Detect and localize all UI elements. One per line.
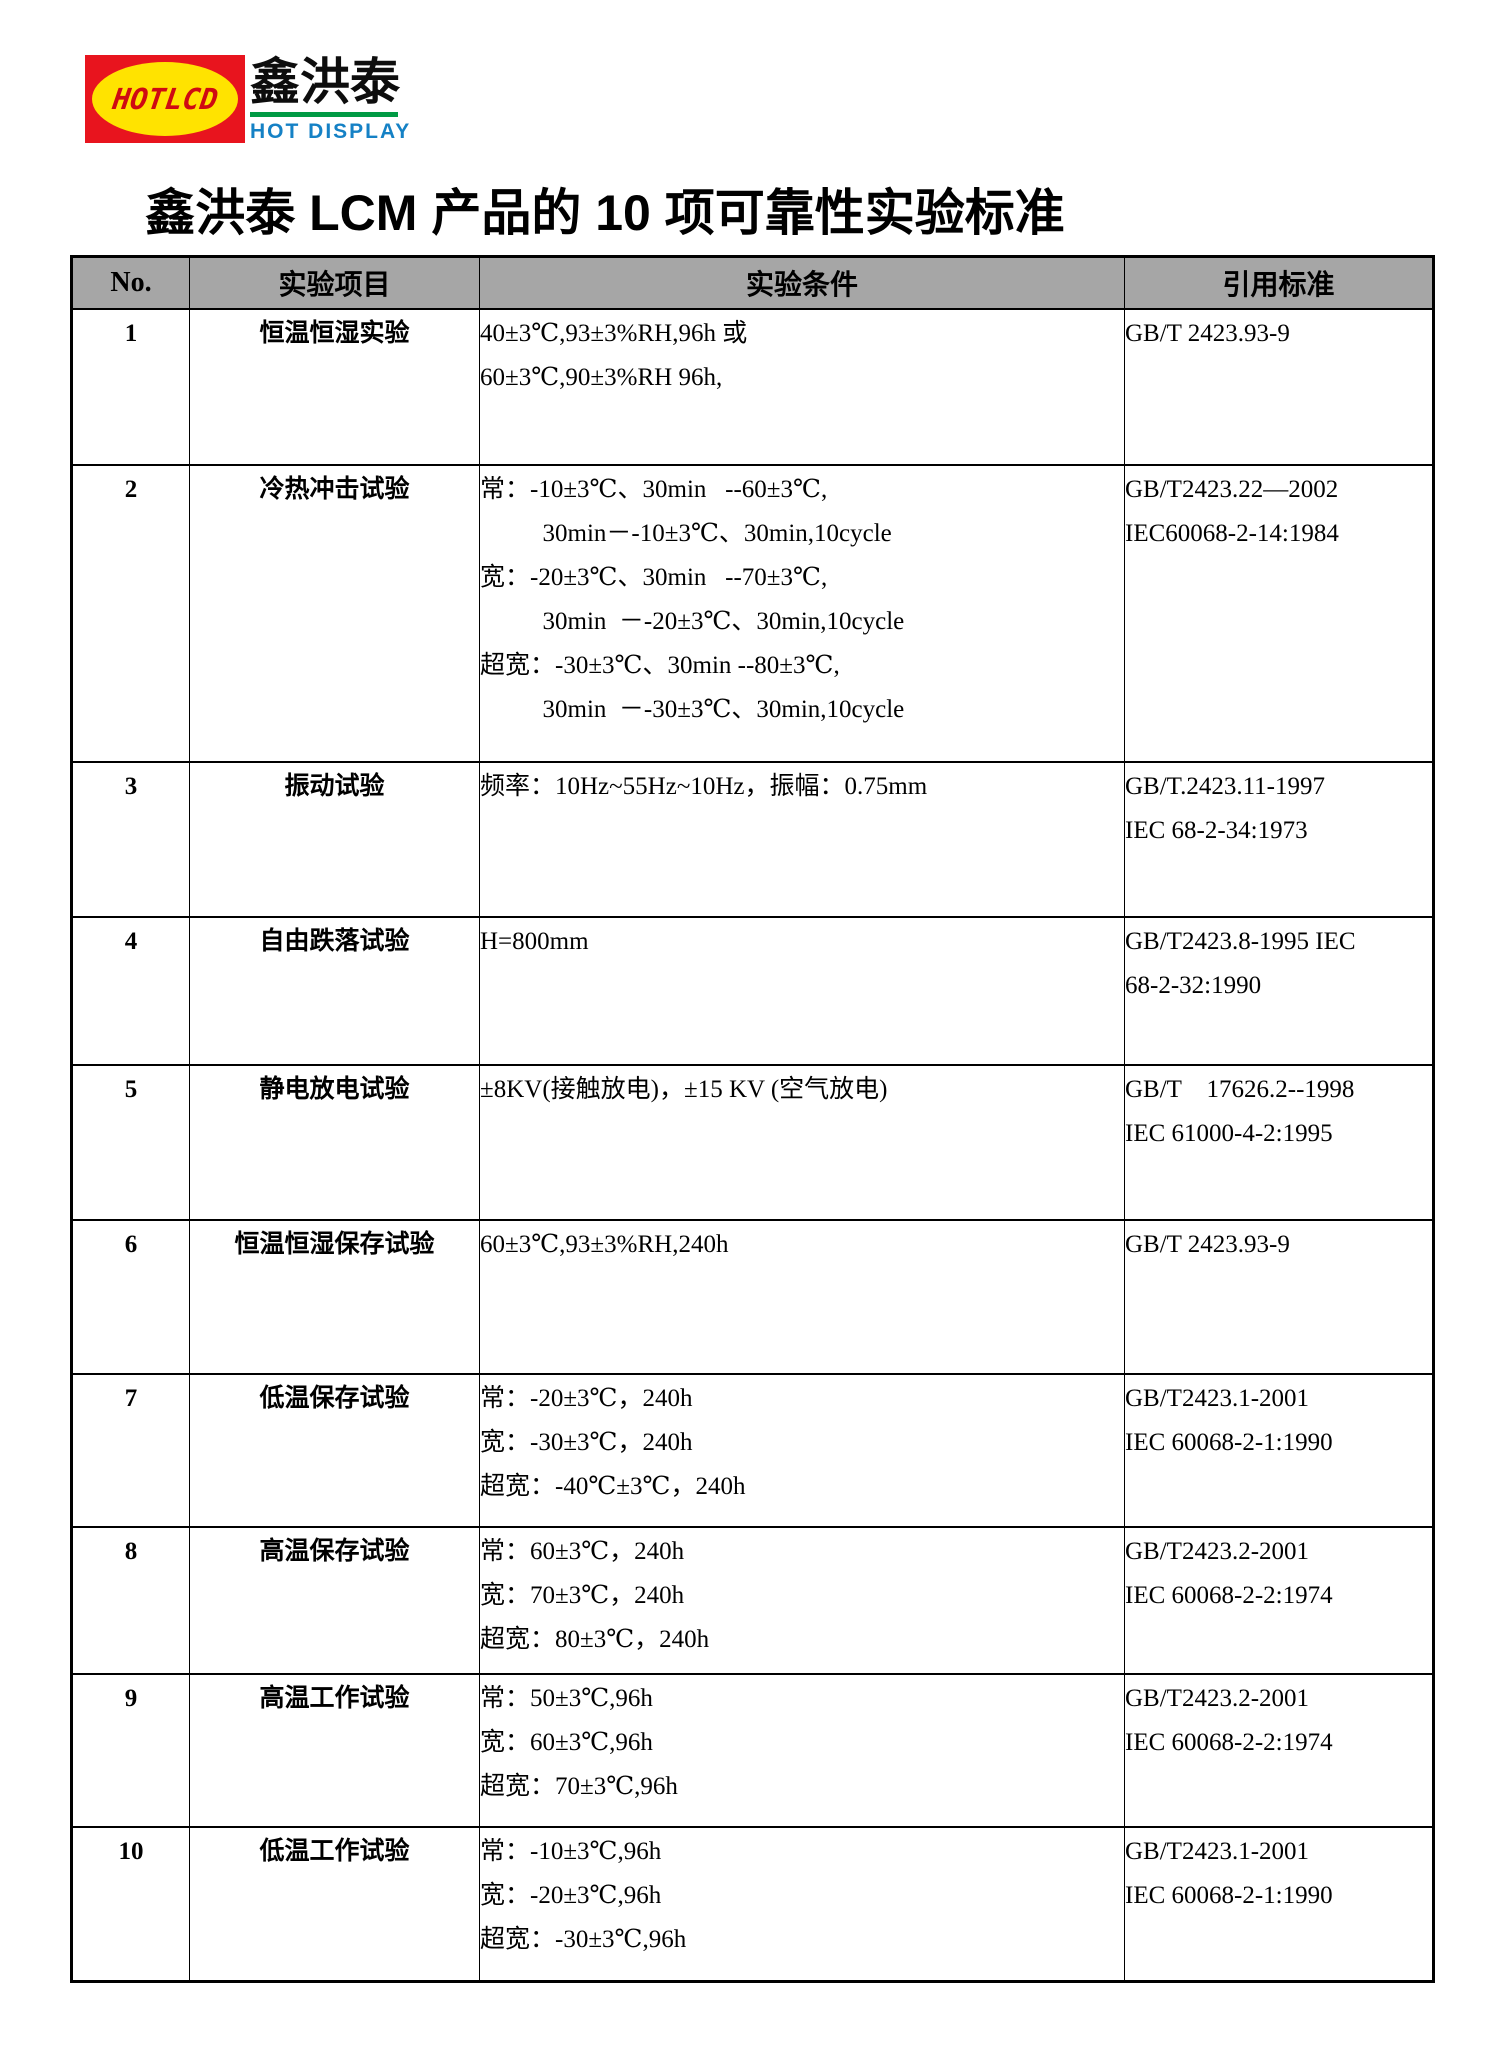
row-number: 6 [71,1218,190,1375]
table-row: 3 振动试验 频率：10Hz~55Hz~10Hz，振幅：0.75mm GB/T.242… [71,760,1434,918]
table-row: 5 静电放电试验 ±8KV(接触放电)，±15 KV (空气放电) GB/T 1762… [71,1063,1434,1221]
table-header-row: No. 实验项目 实验条件 引用标准 [71,255,1434,310]
test-item: 静电放电试验 [189,1063,480,1221]
test-conditions: 常：50±3℃,96h 宽：60±3℃,96h 超宽：70±3℃,96h [479,1672,1125,1828]
row-number: 3 [71,760,190,918]
test-conditions: 40±3℃,93±3%RH,96h 或 60±3℃,90±3%RH 96h, [479,307,1125,466]
col-header-test-item: 实验项目 [189,255,480,310]
test-item: 低温工作试验 [189,1825,480,1983]
test-item: 高温保存试验 [189,1525,480,1675]
test-conditions: 60±3℃,93±3%RH,240h [479,1218,1125,1375]
document-title: 鑫洪泰 LCM 产品的 10 项可靠性实验标准 [145,185,1065,241]
test-conditions: 常：-10±3℃,96h 宽：-20±3℃,96h 超宽：-30±3℃,96h [479,1825,1125,1983]
row-number: 9 [71,1672,190,1828]
test-conditions: 常：-20±3℃，240h 宽：-30±3℃，240h 超宽：-40℃±3℃，2… [479,1372,1125,1528]
reference-standards: GB/T.2423.11-1997 IEC 68-2-34:1973 [1124,760,1434,918]
company-name-chinese: 鑫洪泰 [250,54,400,110]
reference-standards: GB/T2423.1-2001 IEC 60068-2-1:1990 [1124,1372,1434,1528]
test-conditions: 常：60±3℃，240h 宽：70±3℃，240h 超宽：80±3℃，240h [479,1525,1125,1675]
row-number: 1 [71,307,190,466]
col-header-no: No. [71,255,190,310]
table-row: 9 高温工作试验 常：50±3℃,96h 宽：60±3℃,96h 超宽：70±3℃,… [71,1672,1434,1828]
reference-standards: GB/T 2423.93-9 [1124,307,1434,466]
hotlcd-logo-text: HOTLCD [110,82,220,116]
table-row: 8 高温保存试验 常：60±3℃，240h 宽：70±3℃，240h 超宽：80±3… [71,1525,1434,1675]
reference-standards: GB/T2423.1-2001 IEC 60068-2-1:1990 [1124,1825,1434,1983]
test-item: 振动试验 [189,760,480,918]
test-conditions: 频率：10Hz~55Hz~10Hz，振幅：0.75mm [479,760,1125,918]
test-item: 低温保存试验 [189,1372,480,1528]
reference-standards: GB/T2423.22—2002 IEC60068-2-14:1984 [1124,463,1434,763]
test-conditions: 常：-10±3℃、30min --60±3℃, 30min－-10±3℃、30m… [479,463,1125,763]
table-row: 7 低温保存试验 常：-20±3℃，240h 宽：-30±3℃，240h 超宽：-4… [71,1372,1434,1528]
col-header-reference-standard: 引用标准 [1124,255,1434,310]
row-number: 7 [71,1372,190,1528]
reference-standards: GB/T2423.2-2001 IEC 60068-2-2:1974 [1124,1672,1434,1828]
table-row: 6 恒温恒湿保存试验 60±3℃,93±3%RH,240h GB/T 2423.93-… [71,1218,1434,1375]
company-logo: HOTLCD 鑫洪泰 HOT DISPLAY [85,54,412,145]
company-name-english: HOT DISPLAY [250,120,412,143]
test-item: 冷热冲击试验 [189,463,480,763]
logo-wordmark: 鑫洪泰 HOT DISPLAY [250,54,412,144]
table-row: 2 冷热冲击试验 常：-10±3℃、30min --60±3℃, 30min－-10… [71,463,1434,763]
reference-standards: GB/T2423.8-1995 IEC 68-2-32:1990 [1124,915,1434,1066]
hotlcd-logo-badge: HOTLCD [85,55,245,143]
hotlcd-logo-ellipse: HOTLCD [92,62,238,136]
row-number: 5 [71,1063,190,1221]
row-number: 4 [71,915,190,1066]
reliability-test-table: No. 实验项目 实验条件 引用标准 1 恒温恒湿实验 40±3℃,93±3%RH,… [70,255,1435,1983]
test-conditions: ±8KV(接触放电)，±15 KV (空气放电) [479,1063,1125,1221]
row-number: 10 [71,1825,190,1983]
test-item: 高温工作试验 [189,1672,480,1828]
reference-standards: GB/T 17626.2--1998 IEC 61000-4-2:1995 [1124,1063,1434,1221]
reference-standards: GB/T 2423.93-9 [1124,1218,1434,1375]
row-number: 8 [71,1525,190,1675]
row-number: 2 [71,463,190,763]
test-item: 自由跌落试验 [189,915,480,1066]
table-row: 1 恒温恒湿实验 40±3℃,93±3%RH,96h 或 60±3℃,90±3%RH… [71,307,1434,466]
reference-standards: GB/T2423.2-2001 IEC 60068-2-2:1974 [1124,1525,1434,1675]
test-conditions: H=800mm [479,915,1125,1066]
col-header-test-conditions: 实验条件 [479,255,1125,310]
table-row: 10 低温工作试验 常：-10±3℃,96h 宽：-20±3℃,96h 超宽：-30… [71,1825,1434,1983]
test-item: 恒温恒湿保存试验 [189,1218,480,1375]
test-item: 恒温恒湿实验 [189,307,480,466]
table-row: 4 自由跌落试验 H=800mm GB/T2423.8-1995 IEC 68-2-3… [71,915,1434,1066]
logo-green-underline [250,112,398,117]
